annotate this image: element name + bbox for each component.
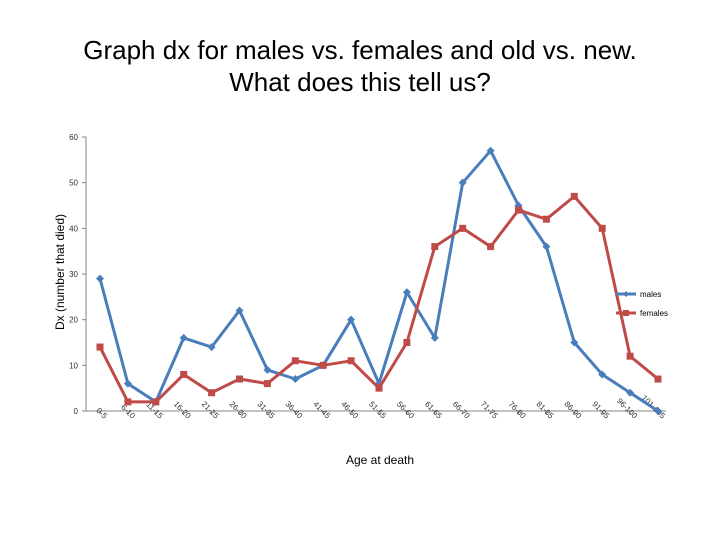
data-point-males (598, 370, 607, 379)
y-tick-label: 30 (69, 270, 78, 279)
data-point-females (180, 370, 188, 378)
data-point-males (626, 388, 635, 397)
x-tick-label: 71-75 (479, 400, 500, 421)
x-tick-label: 26-30 (228, 400, 249, 421)
x-tick-label: 56-60 (395, 400, 416, 421)
data-point-males (235, 306, 244, 315)
data-point-females (208, 389, 216, 397)
data-point-females (431, 243, 439, 251)
y-tick-label: 20 (69, 316, 78, 325)
data-point-males (96, 274, 104, 283)
data-point-females (654, 375, 662, 383)
slide-title-line-1: Graph dx for males vs. females and old v… (83, 35, 637, 65)
x-tick-label: 96-100 (615, 396, 639, 420)
x-tick-label: 21-25 (200, 400, 221, 421)
slide-title: Graph dx for males vs. females and old v… (0, 34, 720, 98)
data-point-males (123, 379, 132, 388)
x-tick-label: 81-85 (535, 400, 556, 421)
x-tick-label: 31-35 (256, 400, 277, 421)
data-point-females (375, 384, 383, 392)
data-point-males (430, 333, 439, 342)
data-point-females (236, 375, 243, 383)
data-point-females (319, 361, 327, 369)
data-point-males (263, 365, 272, 374)
x-tick-label: 61-65 (423, 400, 444, 421)
x-axis-title: Age at death (346, 453, 414, 467)
data-point-males (402, 288, 411, 297)
data-point-females (626, 352, 634, 360)
x-tick-label: 86-90 (562, 400, 583, 421)
x-tick-label: 6-10 (119, 403, 137, 421)
data-point-females (515, 206, 522, 214)
data-point-males (486, 146, 495, 155)
data-point-females (570, 192, 578, 200)
data-point-males (291, 375, 300, 384)
data-point-females (403, 339, 411, 346)
data-point-females (291, 357, 299, 365)
data-point-males (347, 315, 356, 324)
legend-marker-males (623, 291, 629, 297)
y-tick-label: 60 (69, 133, 78, 142)
data-point-females (96, 343, 104, 351)
data-point-males (570, 338, 579, 347)
x-tick-label: 36-40 (283, 400, 304, 421)
x-tick-label: 0-5 (94, 406, 109, 421)
data-point-females (487, 243, 495, 251)
y-tick-label: 50 (69, 179, 78, 188)
x-tick-label: 51-55 (367, 400, 388, 421)
y-tick-label: 10 (69, 361, 78, 370)
x-tick-label: 46-50 (339, 400, 360, 421)
data-point-females (598, 224, 606, 232)
data-point-males (542, 242, 551, 251)
data-point-females (263, 380, 271, 388)
y-axis-title: Dx (number that died) (53, 214, 67, 330)
data-point-males (207, 343, 216, 352)
y-tick-label: 40 (69, 224, 78, 233)
data-point-males (458, 178, 467, 187)
chart-series-layer (96, 146, 662, 415)
data-point-males (179, 333, 188, 342)
x-tick-label: 16-20 (172, 400, 193, 421)
data-point-females (347, 357, 355, 365)
data-point-females (459, 224, 467, 232)
y-tick-label: 0 (74, 407, 79, 416)
slide-title-line-2: What does this tell us? (229, 67, 491, 97)
data-point-females (152, 398, 160, 406)
x-tick-label: 66-70 (451, 400, 472, 421)
x-tick-label: 76-80 (507, 400, 528, 421)
data-point-males (654, 407, 662, 415)
x-tick-label: 91-95 (590, 400, 611, 421)
series-females (96, 192, 662, 406)
x-tick-label: 41-45 (311, 400, 332, 421)
legend-label-males: males (640, 290, 661, 299)
legend-marker-females (623, 310, 629, 316)
data-point-females (542, 215, 550, 223)
data-point-females (124, 398, 132, 406)
legend-label-females: females (640, 309, 668, 318)
chart-legend: males females (616, 290, 668, 318)
